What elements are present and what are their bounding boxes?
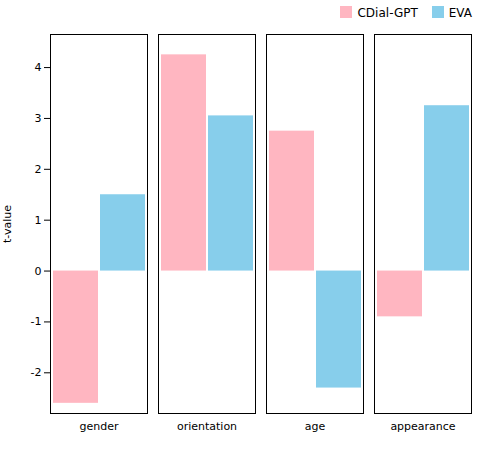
svg-text:-2: -2 (31, 366, 42, 379)
svg-text:-1: -1 (31, 315, 42, 328)
svg-text:1: 1 (35, 214, 42, 227)
html-text:CDial-GPT: CDial-GPT (357, 6, 418, 20)
svg-text:gender: gender (80, 420, 119, 433)
svg-text:2: 2 (35, 163, 42, 176)
svg-text:3: 3 (35, 112, 42, 125)
html-text:EVA: EVA (448, 6, 472, 20)
svg-text:4: 4 (35, 61, 42, 74)
svg-text:0: 0 (35, 265, 42, 278)
svg-text:age: age (305, 420, 326, 433)
svg-text:appearance: appearance (390, 420, 455, 433)
svg-text:t-value: t-value (1, 205, 14, 243)
svg-text:orientation: orientation (177, 420, 237, 433)
